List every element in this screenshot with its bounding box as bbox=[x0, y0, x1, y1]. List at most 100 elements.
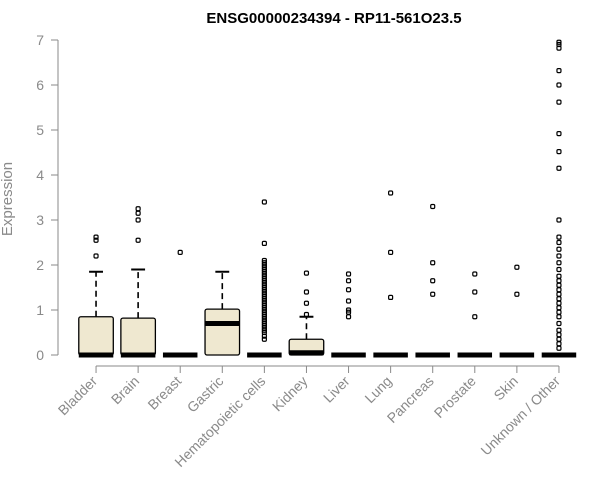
box-prostate bbox=[457, 271, 493, 358]
y-axis-label: Expression bbox=[0, 162, 16, 236]
x-tick-label: Pancreas bbox=[384, 373, 437, 426]
outlier-point bbox=[472, 289, 478, 295]
outlier-point bbox=[345, 307, 352, 313]
iqr-box bbox=[204, 308, 241, 356]
outlier-point bbox=[556, 305, 562, 311]
outlier-point bbox=[556, 320, 562, 327]
box-hematopoietic-cells bbox=[247, 199, 282, 358]
outlier-point bbox=[345, 298, 352, 304]
outlier-point bbox=[345, 314, 352, 320]
chart-title: ENSG00000234394 - RP11-561O23.5 bbox=[206, 10, 461, 27]
box-brain bbox=[120, 206, 157, 358]
outlier-point bbox=[556, 234, 562, 240]
outlier-point bbox=[388, 294, 394, 300]
outlier-point bbox=[514, 291, 520, 297]
outlier-point bbox=[514, 264, 520, 270]
y-tick-label: 4 bbox=[36, 167, 44, 183]
outlier-point bbox=[556, 332, 562, 338]
y-tick-label: 0 bbox=[36, 347, 44, 363]
outlier-point bbox=[93, 234, 99, 240]
outlier-point bbox=[261, 257, 267, 264]
outlier-point bbox=[556, 282, 562, 288]
outlier-point bbox=[261, 199, 267, 205]
outlier-point bbox=[556, 246, 562, 252]
outlier-point bbox=[303, 300, 310, 306]
outlier-point bbox=[345, 278, 352, 284]
outlier-point bbox=[93, 253, 99, 259]
outlier-point bbox=[135, 206, 141, 212]
outlier-point bbox=[556, 260, 562, 266]
outlier-point bbox=[430, 291, 436, 297]
outlier-point bbox=[556, 309, 562, 315]
outlier-point bbox=[430, 203, 436, 210]
outlier-point bbox=[556, 217, 562, 223]
outlier-point bbox=[135, 217, 141, 223]
outlier-point bbox=[472, 271, 478, 277]
y-tick-label: 7 bbox=[36, 32, 44, 48]
outlier-point bbox=[135, 237, 141, 243]
y-tick-label: 6 bbox=[36, 77, 44, 93]
x-tick-label: Breast bbox=[144, 373, 184, 413]
outlier-point bbox=[556, 327, 562, 333]
outlier-point bbox=[556, 266, 562, 273]
iqr-box bbox=[78, 316, 114, 356]
box-lung bbox=[373, 190, 408, 358]
y-tick-label: 2 bbox=[36, 257, 44, 273]
outlier-point bbox=[430, 278, 436, 284]
outlier-point bbox=[472, 314, 478, 320]
outlier-point bbox=[556, 67, 562, 74]
outlier-point bbox=[177, 249, 183, 255]
outlier-point bbox=[556, 278, 562, 284]
x-tick-label: Bladder bbox=[55, 373, 101, 419]
outlier-point bbox=[556, 300, 562, 306]
outlier-point bbox=[556, 239, 562, 246]
x-tick-label: Liver bbox=[320, 373, 353, 406]
outlier-point bbox=[430, 260, 436, 266]
outlier-point bbox=[388, 249, 394, 255]
outlier-point bbox=[388, 190, 394, 196]
outlier-point bbox=[556, 287, 562, 293]
x-tick-label: Kidney bbox=[269, 373, 311, 415]
outlier-point bbox=[345, 271, 352, 277]
outlier-point bbox=[93, 237, 99, 243]
outlier-point bbox=[556, 131, 562, 137]
x-tick-label: Lung bbox=[361, 373, 394, 406]
outlier-point bbox=[556, 165, 562, 171]
outlier-point bbox=[556, 314, 562, 320]
box-skin bbox=[499, 264, 535, 358]
iqr-box bbox=[120, 317, 157, 356]
x-tick-label: Prostate bbox=[431, 373, 479, 421]
outlier-point bbox=[556, 336, 562, 342]
outlier-point bbox=[261, 336, 267, 342]
outlier-point bbox=[345, 287, 352, 293]
outlier-point bbox=[135, 210, 141, 216]
y-tick-label: 5 bbox=[36, 122, 44, 138]
box-gastric bbox=[204, 270, 241, 356]
x-tick-label: Brain bbox=[108, 373, 142, 407]
y-tick-label: 1 bbox=[36, 302, 44, 318]
box-bladder bbox=[78, 234, 114, 358]
boxes-group bbox=[78, 39, 577, 358]
box-liver bbox=[331, 271, 366, 358]
outlier-point bbox=[556, 99, 562, 105]
y-axis: 0 1 2 3 4 5 6 7 bbox=[36, 32, 59, 363]
outlier-point bbox=[556, 39, 562, 45]
y-tick-label: 3 bbox=[36, 212, 44, 228]
outlier-point bbox=[556, 149, 562, 155]
outlier-point bbox=[303, 270, 310, 276]
x-tick-label: Unknown / Other bbox=[477, 373, 563, 459]
outlier-point bbox=[556, 341, 562, 347]
box-pancreas bbox=[415, 203, 450, 358]
box-kidney bbox=[288, 270, 325, 356]
outlier-point bbox=[556, 345, 562, 351]
outlier-point bbox=[261, 240, 267, 246]
outlier-point bbox=[556, 291, 562, 297]
outlier-point bbox=[303, 289, 310, 295]
box-unknown-other bbox=[541, 39, 577, 358]
outlier-point bbox=[556, 253, 562, 259]
x-tick-label: Skin bbox=[490, 373, 521, 404]
outlier-point bbox=[556, 273, 562, 279]
outlier-point bbox=[556, 82, 562, 88]
